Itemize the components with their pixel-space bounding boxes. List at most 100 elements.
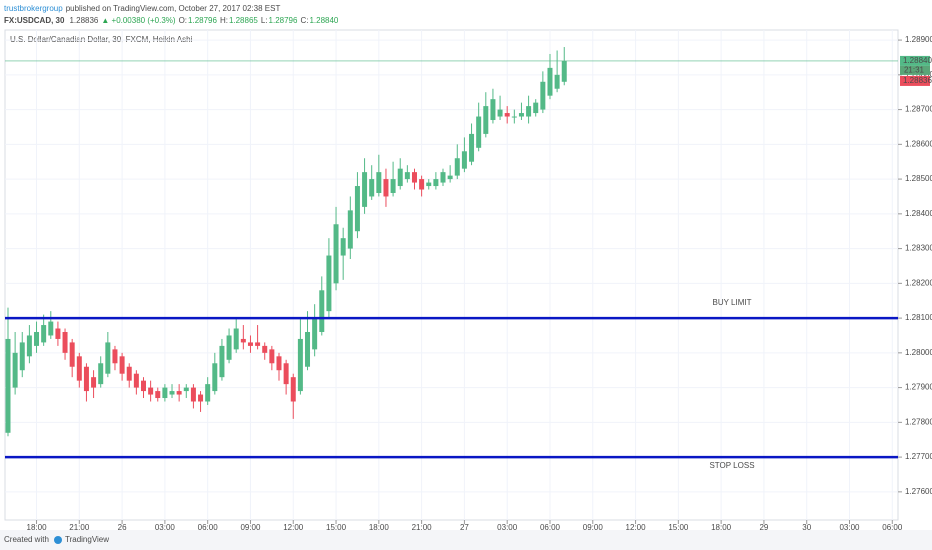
y-tick-label: 1.28100: [905, 313, 932, 322]
y-tick-label: 1.27700: [905, 452, 932, 461]
y-tick-label: 1.28700: [905, 105, 932, 114]
candle-body: [240, 338, 246, 343]
quote-value: 1.28796: [269, 16, 298, 25]
y-tick-label: 1.28000: [905, 348, 932, 357]
candle-body: [483, 106, 489, 134]
candle-body: [98, 363, 104, 385]
candle-body: [276, 356, 282, 371]
y-tick-label: 1.28500: [905, 174, 932, 183]
candle-body: [269, 349, 275, 364]
quote-value: 1.28865: [229, 16, 258, 25]
candle-body: [190, 387, 196, 402]
x-tick-label: 18:00: [27, 523, 48, 532]
x-tick-label: 03:00: [839, 523, 860, 532]
candle-body: [290, 377, 296, 402]
candle-body: [55, 328, 61, 339]
footer-text: Created with: [4, 535, 49, 544]
candle-body: [169, 391, 175, 395]
x-tick-label: 30: [802, 523, 811, 532]
footer-bar: [0, 530, 932, 550]
level-label: STOP LOSS: [709, 461, 754, 470]
candle-body: [41, 325, 47, 343]
candle-body: [91, 377, 97, 388]
candle-body: [511, 116, 517, 118]
quote-value: 1.28840: [309, 16, 338, 25]
x-tick-label: 29: [759, 523, 768, 532]
publisher: trustbrokergroup: [4, 4, 63, 13]
candle-body: [347, 210, 353, 249]
candle-body: [397, 168, 403, 187]
candle-body: [140, 380, 146, 392]
candle-body: [490, 99, 496, 121]
price-tag-label: 1.28840: [903, 56, 932, 65]
y-tick-label: 1.27900: [905, 383, 932, 392]
candle-body: [390, 179, 396, 193]
quote-line: FX:USDCAD, 30 1.28836 ▲ +0.00380 (+0.3%) O:…: [4, 16, 339, 25]
candle-body: [504, 113, 510, 117]
bid-tag: [900, 75, 930, 86]
y-tick-label: 1.28600: [905, 139, 932, 148]
price-tag: [900, 55, 930, 66]
candle-body: [226, 335, 232, 360]
x-tick-label: 09:00: [583, 523, 604, 532]
y-tick-label: 1.28900: [905, 35, 932, 44]
candle-body: [26, 335, 32, 357]
y-tick-label: 1.28300: [905, 244, 932, 253]
candle-body: [447, 175, 453, 180]
candle-body: [476, 116, 482, 148]
x-tick-label: 21:00: [69, 523, 90, 532]
quote-key: L:: [261, 16, 268, 25]
candle-body: [62, 331, 68, 353]
candle-body: [547, 67, 553, 96]
candle-body: [183, 387, 189, 392]
x-tick-label: 27: [460, 523, 469, 532]
candle-body: [411, 172, 417, 183]
candle-body: [219, 345, 225, 378]
candle-body: [105, 342, 111, 374]
candle-body: [426, 182, 432, 187]
x-tick-label: 15:00: [668, 523, 689, 532]
x-tick-label: 21:00: [412, 523, 433, 532]
x-tick-label: 03:00: [155, 523, 176, 532]
x-tick-label: 26: [118, 523, 127, 532]
candle-body: [155, 391, 161, 399]
countdown-tag: [900, 65, 930, 75]
published: published on TradingView.com, October 27…: [66, 4, 281, 13]
candle-body: [198, 394, 204, 402]
x-tick-label: 12:00: [283, 523, 304, 532]
candle-body: [283, 363, 289, 385]
candle-body: [247, 342, 253, 346]
quote-key: H:: [220, 16, 228, 25]
candle-body: [440, 172, 446, 183]
candle-body: [362, 172, 368, 207]
candle-body: [48, 321, 54, 336]
symbol: FX:USDCAD, 30: [4, 16, 65, 25]
candle-body: [212, 363, 218, 392]
candle-body: [255, 342, 261, 346]
candle-body: [12, 352, 18, 388]
x-tick-label: 18:00: [711, 523, 732, 532]
candle-body: [433, 179, 439, 187]
x-tick-label: 03:00: [497, 523, 518, 532]
level-label: BUY LIMIT: [713, 298, 752, 307]
candle-body: [312, 318, 318, 350]
candle-body: [205, 384, 211, 402]
candle-body: [76, 356, 82, 381]
candle-body: [233, 328, 239, 350]
candle-body: [34, 331, 40, 346]
candle-body: [454, 158, 460, 176]
candle-body: [126, 366, 132, 381]
candle-body: [540, 81, 546, 110]
candle-body: [319, 290, 325, 332]
candle-body: [533, 102, 539, 114]
x-tick-label: 09:00: [240, 523, 261, 532]
candle-body: [333, 224, 339, 284]
x-tick-label: 18:00: [369, 523, 390, 532]
x-tick-label: 06:00: [882, 523, 903, 532]
candle-body: [354, 186, 360, 232]
candle-body: [83, 366, 89, 392]
candle-body: [5, 338, 11, 433]
candle-body: [148, 387, 154, 395]
candle-body: [526, 106, 532, 117]
